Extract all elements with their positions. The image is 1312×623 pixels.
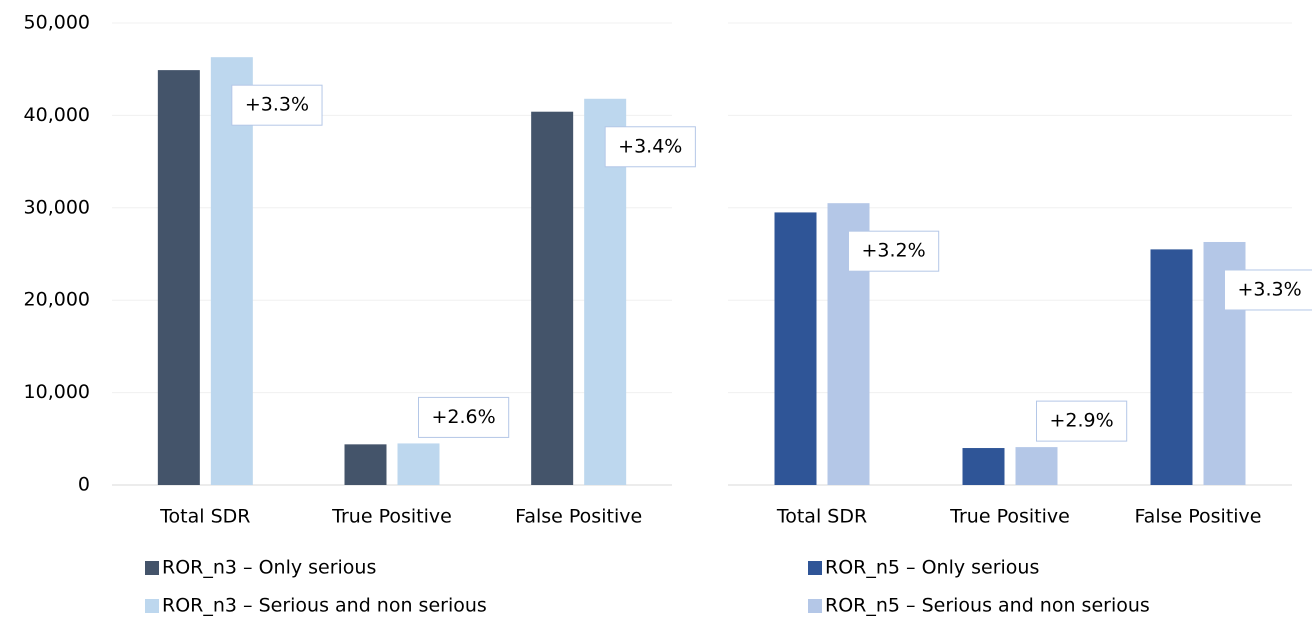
annotation-box bbox=[1036, 400, 1128, 442]
annotation-box bbox=[418, 396, 510, 438]
bar bbox=[344, 444, 387, 485]
legend-label: ROR_n3 – Serious and non serious bbox=[162, 595, 487, 617]
bar bbox=[1150, 249, 1193, 485]
legend-label: ROR_n3 – Only serious bbox=[162, 557, 376, 579]
annotation-box bbox=[1224, 269, 1312, 311]
y-tick-label: 40,000 bbox=[24, 104, 90, 126]
legend-swatch bbox=[145, 561, 159, 575]
x-tick-label: Total SDR bbox=[159, 506, 250, 528]
bar bbox=[1015, 447, 1058, 485]
y-tick-label: 50,000 bbox=[24, 12, 90, 34]
annotation: +2.6% bbox=[432, 406, 496, 428]
y-tick-label: 30,000 bbox=[24, 196, 90, 218]
legend-label: ROR_n5 – Only serious bbox=[825, 557, 1039, 579]
annotation: +2.9% bbox=[1050, 410, 1114, 432]
annotation: +3.2% bbox=[862, 240, 926, 262]
legend-swatch bbox=[145, 599, 159, 613]
legend-swatch bbox=[808, 561, 822, 575]
annotation-box bbox=[604, 126, 696, 168]
x-tick-label: Total SDR bbox=[776, 506, 867, 528]
x-tick-label: False Positive bbox=[1135, 506, 1262, 528]
legend-label: ROR_n5 – Serious and non serious bbox=[825, 595, 1150, 617]
x-tick-label: True Positive bbox=[949, 506, 1070, 528]
annotation: +3.4% bbox=[618, 135, 682, 157]
legend-swatch bbox=[808, 599, 822, 613]
annotation: +3.3% bbox=[1238, 278, 1302, 300]
annotation-box bbox=[231, 84, 323, 126]
annotation: +3.3% bbox=[245, 94, 309, 116]
bar bbox=[774, 212, 817, 486]
x-tick-label: True Positive bbox=[331, 506, 452, 528]
annotation-box bbox=[848, 230, 940, 272]
y-tick-label: 10,000 bbox=[24, 381, 90, 403]
bar bbox=[962, 448, 1005, 485]
bar bbox=[157, 70, 200, 486]
y-tick-label: 0 bbox=[78, 474, 90, 496]
bar bbox=[531, 111, 574, 485]
bar bbox=[397, 443, 440, 485]
x-tick-label: False Positive bbox=[515, 506, 642, 528]
bar bbox=[210, 57, 253, 486]
y-tick-label: 20,000 bbox=[24, 289, 90, 311]
